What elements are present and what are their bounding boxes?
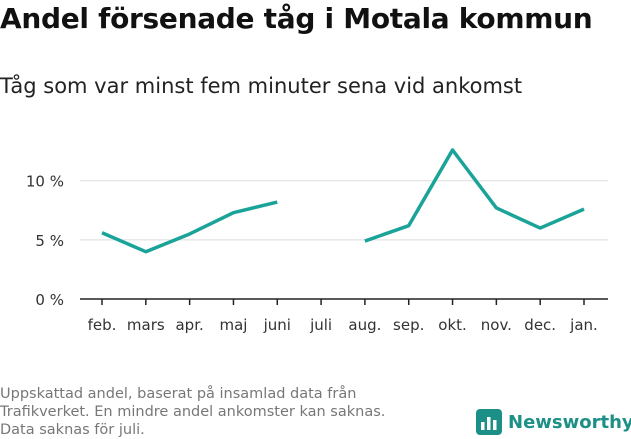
x-tick-label: nov. xyxy=(481,316,512,334)
y-tick-label: 0 % xyxy=(35,291,64,309)
y-tick-label: 5 % xyxy=(35,232,64,250)
chart-title: Andel försenade tåg i Motala kommun xyxy=(0,2,593,35)
x-tick-label: aug. xyxy=(348,316,381,334)
x-tick-label: dec. xyxy=(524,316,556,334)
x-tick-label: feb. xyxy=(88,316,117,334)
line-chart: 0 % 5 % 10 % feb. mars apr. maj juni juli aug. se… xyxy=(26,148,608,334)
chart-subtitle: Tåg som var minst fem minuter sena vid a… xyxy=(0,74,523,98)
series-line-segment xyxy=(101,200,278,254)
x-tick-label: maj xyxy=(219,316,247,334)
footnote-line-1: Uppskattad andel, baserat på insamlad da… xyxy=(0,386,357,402)
y-axis-labels: 0 % 5 % 10 % xyxy=(26,173,64,309)
x-tick-label: juli xyxy=(309,316,332,334)
x-axis-labels: feb. mars apr. maj juni juli aug. sep. okt. nov. d… xyxy=(88,316,598,334)
bar-chart-icon xyxy=(476,409,502,435)
x-tick-label: mars xyxy=(127,316,165,334)
x-tick-label: jan. xyxy=(569,316,598,334)
series-lines xyxy=(101,148,585,254)
x-tick-label: okt. xyxy=(438,316,467,334)
newsworthy-logo: Newsworthy xyxy=(476,409,631,435)
x-tick-label: apr. xyxy=(175,316,203,334)
x-tick-label: juni xyxy=(263,316,291,334)
x-axis xyxy=(80,298,608,305)
footnote-line-2: Trafikverket. En mindre andel ankomster … xyxy=(0,404,386,420)
brand-name: Newsworthy xyxy=(508,411,631,433)
x-tick-label: sep. xyxy=(393,316,424,334)
series-line-segment xyxy=(364,148,585,243)
gridlines xyxy=(80,180,608,241)
y-tick-label: 10 % xyxy=(26,173,64,191)
footnote: Uppskattad andel, baserat på insamlad da… xyxy=(0,385,440,439)
footnote-line-3: Data saknas för juli. xyxy=(0,422,145,438)
